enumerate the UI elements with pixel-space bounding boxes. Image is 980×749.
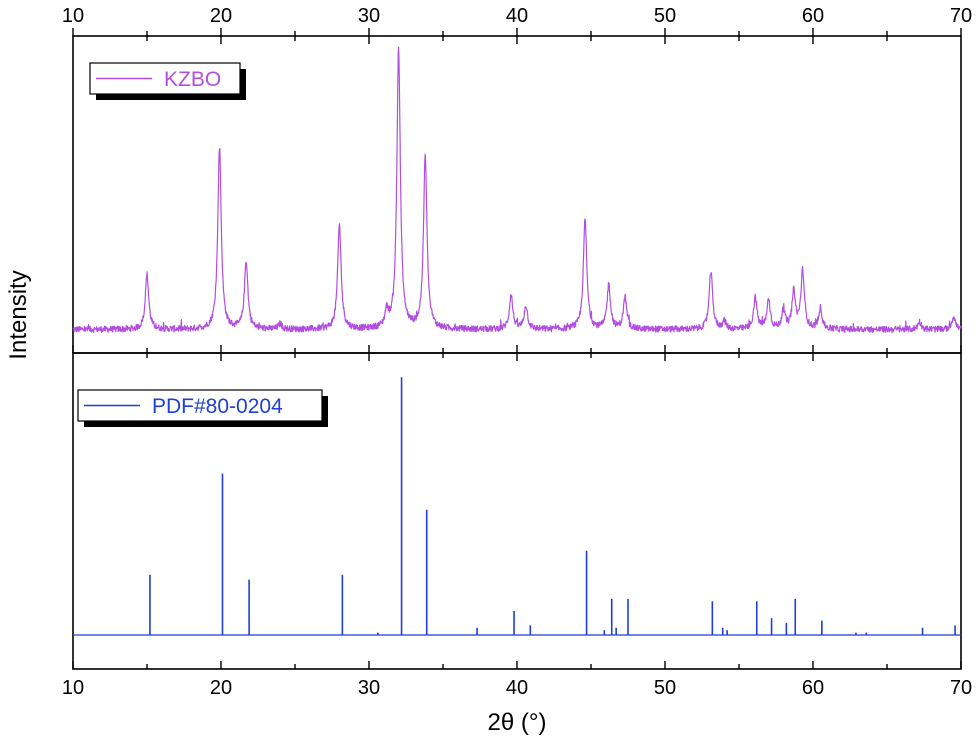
kzbo-series-line [72,46,962,334]
x-axis-title: 2θ (°) [488,709,547,736]
y-axis-title: Intensity [5,270,32,359]
bottom-tick-labels: 10 20 30 40 50 60 70 [62,677,972,699]
x-tick-label-bottom: 70 [950,677,972,699]
axis-ticks [72,28,962,669]
x-tick-label-top: 40 [506,5,528,27]
x-tick-label-top: 70 [950,5,972,27]
x-tick-label-top: 60 [802,5,824,27]
legend-pdf: PDF#80-0204 [77,389,328,427]
legend-kzbo: KZBO [89,62,246,100]
legend-kzbo-label: KZBO [164,68,221,91]
x-tick-label-bottom: 30 [358,677,380,699]
top-tick-labels: 10 20 30 40 50 60 70 [62,5,972,27]
x-tick-label-bottom: 20 [210,677,232,699]
x-tick-label-top: 50 [654,5,676,27]
x-tick-label-top: 30 [358,5,380,27]
x-tick-label-bottom: 10 [62,677,84,699]
x-tick-label-bottom: 50 [654,677,676,699]
x-tick-label-bottom: 40 [506,677,528,699]
pdf-reference-sticks [73,377,961,636]
x-tick-label-top: 10 [62,5,84,27]
x-tick-label-top: 20 [210,5,232,27]
legend-pdf-label: PDF#80-0204 [152,395,283,418]
x-tick-label-bottom: 60 [802,677,824,699]
